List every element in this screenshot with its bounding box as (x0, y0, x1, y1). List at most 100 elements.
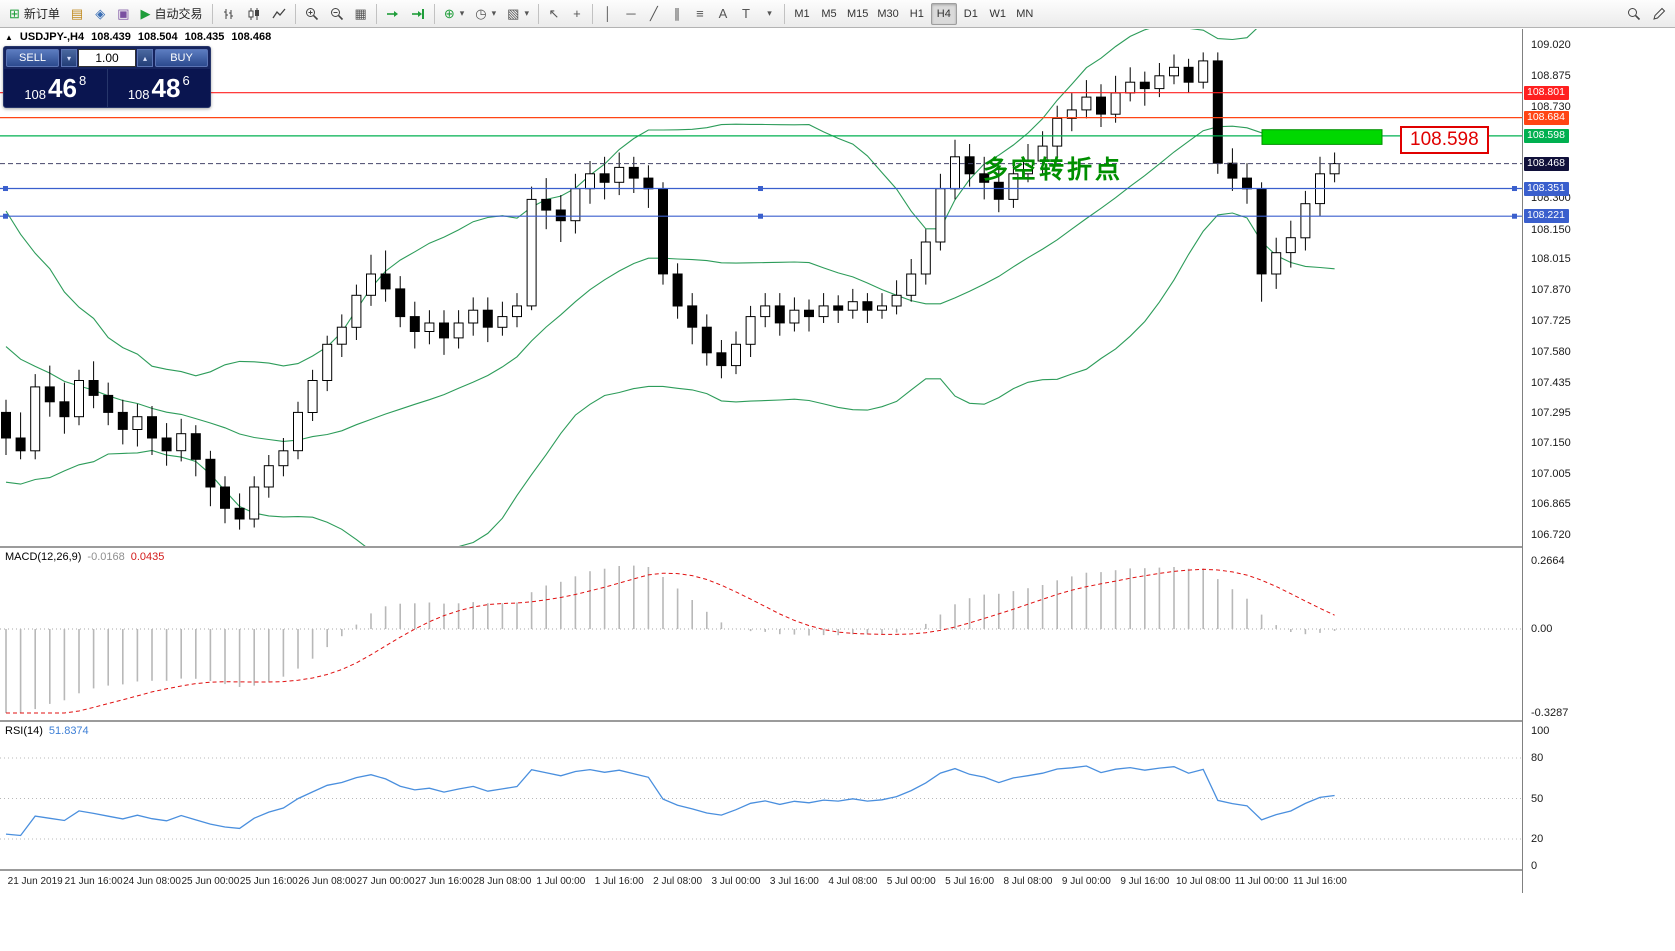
macd-label: MACD(12,26,9) -0.0168 0.0435 (5, 551, 164, 563)
timeframe-m15-button[interactable]: M15 (843, 3, 872, 25)
price-tick-label: 106.720 (1531, 529, 1571, 541)
new-order-button[interactable]: ⊞ 新订单 (4, 3, 65, 25)
toolbar-separator (294, 3, 296, 24)
price-tick-label: 106.865 (1531, 498, 1571, 511)
buy-button[interactable]: BUY (155, 49, 208, 67)
sell-button[interactable]: SELL (6, 49, 59, 67)
time-axis-label: 1 Jul 00:00 (536, 876, 586, 887)
time-axis-label: 4 Jul 08:00 (828, 876, 878, 887)
sell-price-button[interactable]: 108 46 8 (4, 69, 108, 107)
indicators-button[interactable]: ⊕ ▾ (439, 3, 469, 25)
line-chart-type-button[interactable] (267, 3, 291, 25)
auto-trading-icon: ▶ (140, 6, 151, 21)
templates-icon: ▧ (507, 6, 520, 21)
level-price-tag: 108.221 (1524, 209, 1569, 224)
shapes-tool-button[interactable]: ▾ (758, 3, 780, 25)
time-axis-label: 3 Jul 00:00 (711, 876, 761, 887)
lot-increase-button[interactable]: ▴ (137, 49, 153, 67)
price-axis[interactable]: 109.020 108.875 108.730 108.300 108.150 108.0… (1522, 29, 1675, 893)
zoom-out-icon (330, 7, 343, 20)
lot-size-input[interactable] (78, 49, 136, 67)
edit-button[interactable] (1647, 3, 1671, 25)
auto-scroll-button[interactable] (381, 3, 405, 25)
candlestick-icon (248, 7, 259, 20)
time-axis-label: 28 Jun 08:00 (473, 876, 532, 887)
time-axis-label: 10 Jul 08:00 (1175, 876, 1231, 887)
rsi-chart[interactable] (0, 722, 1522, 869)
toolbar-separator (433, 3, 435, 24)
chart-shift-button[interactable] (406, 3, 430, 25)
macd-name: MACD(12,26,9) (5, 551, 82, 563)
ohlc-high: 108.504 (137, 31, 178, 43)
chevron-down-icon: ▾ (767, 8, 772, 18)
periods-button[interactable]: ◷ ▾ (470, 3, 501, 25)
templates-button[interactable]: ▧ ▾ (502, 3, 534, 25)
rsi-scale-label: 50 (1531, 792, 1544, 805)
horizontal-line-tool-button[interactable]: ─ (620, 3, 642, 25)
chevron-down-icon: ▾ (459, 8, 465, 18)
time-axis-label: 5 Jul 00:00 (886, 876, 936, 887)
zoom-out-button[interactable] (325, 3, 349, 25)
time-axis-label: 9 Jul 16:00 (1120, 876, 1170, 887)
terminal-button[interactable]: ▣ (112, 3, 134, 25)
navigator-button[interactable]: ◈ (89, 3, 111, 25)
macd-chart[interactable] (0, 548, 1522, 720)
panel-separator[interactable] (0, 546, 1675, 548)
time-axis-label: 27 Jun 16:00 (415, 876, 473, 887)
macd-signal-line (6, 568, 1335, 714)
cursor-button[interactable]: ↖ (543, 3, 565, 25)
timeframe-h1-button[interactable]: H1 (904, 3, 930, 25)
terminal-icon: ▣ (117, 6, 130, 21)
channel-tool-button[interactable]: ∥ (666, 3, 688, 25)
fibonacci-tool-button[interactable]: ≡ (689, 3, 711, 25)
one-click-collapse-icon[interactable]: ▲ (5, 32, 13, 42)
bar-chart-type-button[interactable] (217, 3, 241, 25)
time-axis-label: 9 Jul 00:00 (1061, 876, 1111, 887)
tile-windows-button[interactable]: ▦ (350, 3, 372, 25)
price-chart[interactable] (0, 29, 1522, 546)
time-axis-label: 21 Jun 16:00 (64, 876, 123, 887)
highlight-zone[interactable] (1261, 129, 1383, 145)
chart-annotation-text[interactable]: 多空转折点 (983, 156, 1124, 184)
timeframe-m5-button[interactable]: M5 (816, 3, 842, 25)
time-axis-label: 8 Jul 08:00 (1003, 876, 1053, 887)
crosshair-button[interactable]: + (566, 3, 588, 25)
zoom-in-button[interactable] (300, 3, 324, 25)
candlestick-type-button[interactable] (242, 3, 266, 25)
ohlc-low: 108.435 (184, 31, 225, 43)
trendline-tool-button[interactable]: ╱ (643, 3, 665, 25)
auto-trading-button[interactable]: ▶ 自动交易 (136, 3, 208, 25)
timeframe-m30-button[interactable]: M30 (873, 3, 902, 25)
panel-separator[interactable] (0, 869, 1675, 871)
zoom-in-icon (305, 7, 318, 20)
one-click-trading-panel: SELL ▾ ▴ BUY 108 46 8 108 48 6 (3, 46, 211, 108)
timeframe-d1-button[interactable]: D1 (958, 3, 984, 25)
crosshair-icon: + (573, 6, 581, 21)
text-tool-button[interactable]: A (712, 3, 734, 25)
channel-icon: ∥ (673, 6, 681, 21)
text-label-icon: T (741, 6, 750, 21)
timeframe-h4-button[interactable]: H4 (930, 2, 957, 25)
price-tick-label: 108.015 (1531, 253, 1571, 266)
lot-decrease-button[interactable]: ▾ (61, 49, 77, 67)
vertical-line-tool-button[interactable]: │ (597, 3, 619, 25)
buy-price-button[interactable]: 108 48 6 (108, 69, 211, 107)
time-axis[interactable]: 21 Jun 2019 21 Jun 16:00 24 Jun 08:00 25 Ju… (0, 871, 1522, 893)
time-axis-label: 1 Jul 16:00 (594, 876, 644, 887)
search-button[interactable] (1622, 3, 1646, 25)
candles-group (1, 52, 1340, 530)
time-axis-label: 5 Jul 16:00 (945, 876, 995, 887)
sell-price-pip: 8 (78, 73, 87, 88)
price-callout-label[interactable]: 108.598 (1400, 126, 1489, 154)
timeframe-w1-button[interactable]: W1 (985, 3, 1011, 25)
rsi-scale-label: 0 (1531, 860, 1538, 872)
timeframe-mn-button[interactable]: MN (1012, 3, 1038, 25)
price-tick-label: 107.435 (1531, 376, 1571, 389)
market-watch-button[interactable]: ▤ (66, 3, 88, 25)
toolbar-separator (375, 3, 377, 24)
price-tick-label: 107.725 (1531, 314, 1571, 327)
text-label-tool-button[interactable]: T (735, 3, 757, 25)
time-axis-label: 11 Jul 16:00 (1293, 876, 1347, 887)
timeframe-m1-button[interactable]: M1 (789, 3, 815, 25)
panel-separator[interactable] (0, 720, 1675, 722)
